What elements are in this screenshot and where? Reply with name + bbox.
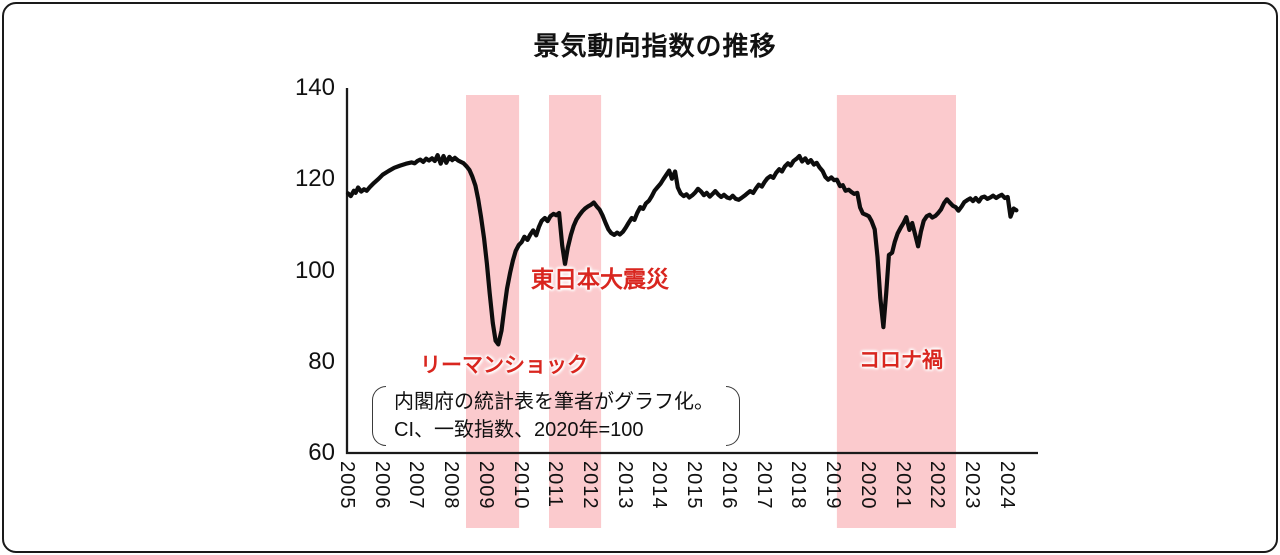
axis-lines (345, 88, 1038, 455)
annotation-lehman-shock: リーマンショック (420, 354, 588, 377)
event-highlight-bands (466, 95, 956, 528)
x-tick-label-2021: 2021 (891, 461, 914, 510)
x-tick-label-2006: 2006 (370, 461, 393, 510)
x-tick-label-2007: 2007 (405, 461, 428, 510)
x-tick-label-2016: 2016 (717, 461, 740, 510)
x-tick-label-2022: 2022 (926, 461, 949, 510)
y-tick-label-120: 120 (294, 165, 335, 193)
x-tick-label-2024: 2024 (995, 461, 1018, 510)
x-tick-label-2014: 2014 (648, 461, 671, 510)
note-left-bracket (372, 386, 386, 446)
x-tick-label-2018: 2018 (787, 461, 810, 510)
y-tick-label-80: 80 (308, 347, 335, 375)
y-tick-label-140: 140 (294, 74, 335, 101)
axes (345, 88, 1038, 455)
y-tick-label-100: 100 (294, 256, 335, 284)
source-note-text: 内閣府の統計表を筆者がグラフ化。 CI、一致指数、2020年=100 (386, 386, 726, 446)
source-note-box: 内閣府の統計表を筆者がグラフ化。 CI、一致指数、2020年=100 (372, 386, 740, 446)
note-right-bracket (726, 386, 740, 446)
x-tick-label-2009: 2009 (474, 461, 497, 510)
x-tick-label-2020: 2020 (856, 461, 879, 510)
x-tick-label-2005: 2005 (336, 461, 358, 510)
x-tick-label-2008: 2008 (440, 461, 463, 510)
x-tick-label-2015: 2015 (683, 461, 706, 510)
x-tick-label-2023: 2023 (960, 461, 983, 510)
source-note-line-2: CI、一致指数、2020年=100 (394, 419, 644, 441)
ci-index-polyline (345, 153, 1019, 347)
highlight-band (836, 95, 956, 528)
source-note-line-1: 内閣府の統計表を筆者がグラフ化。 (394, 391, 714, 413)
x-tick-label-2013: 2013 (613, 461, 636, 510)
x-tick-label-2010: 2010 (509, 461, 532, 510)
x-tick-label-2012: 2012 (579, 461, 602, 510)
x-tick-label-2017: 2017 (752, 461, 775, 510)
annotation-covid-pandemic: コロナ禍 (859, 349, 943, 372)
chart-title: 景気動向指数の推移 (533, 31, 777, 61)
x-tick-label-2011: 2011 (544, 461, 567, 509)
highlight-band (549, 95, 602, 528)
annotation-great-east-japan-earthquake: 東日本大震災 (531, 266, 669, 292)
ci-index-line (345, 153, 1019, 347)
y-tick-label-60: 60 (308, 439, 335, 466)
x-tick-label-2019: 2019 (822, 461, 845, 510)
